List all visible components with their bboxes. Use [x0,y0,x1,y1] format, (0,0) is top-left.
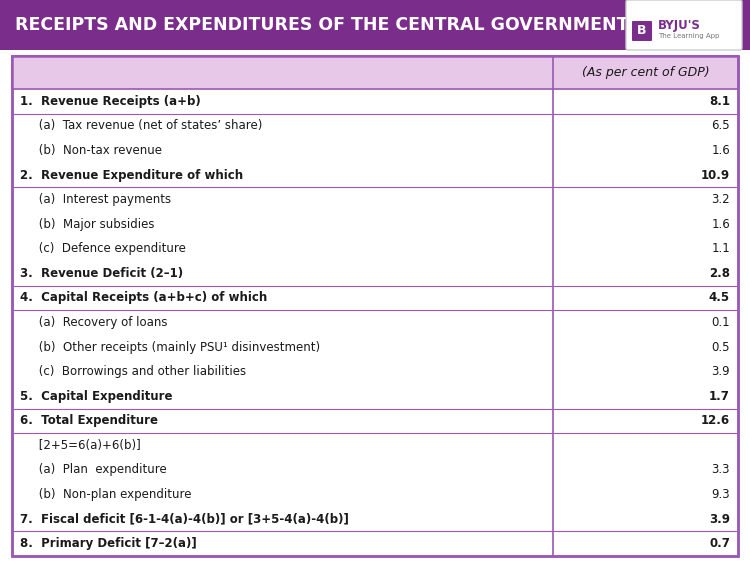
Text: (a)  Interest payments: (a) Interest payments [20,193,171,206]
Text: 1.7: 1.7 [710,390,730,403]
Text: 5.  Capital Expenditure: 5. Capital Expenditure [20,390,172,403]
Text: BYJU'S: BYJU'S [658,19,700,32]
Text: (a)  Recovery of loans: (a) Recovery of loans [20,316,167,329]
Text: 1.  Revenue Receipts (a+b): 1. Revenue Receipts (a+b) [20,95,201,108]
Text: 8.1: 8.1 [709,95,730,108]
Text: 0.5: 0.5 [712,341,730,354]
Text: The Learning App: The Learning App [658,33,719,39]
FancyBboxPatch shape [626,0,742,50]
Text: 4.  Capital Receipts (a+b+c) of which: 4. Capital Receipts (a+b+c) of which [20,292,267,305]
Text: 1.6: 1.6 [711,144,730,157]
Text: 1.6: 1.6 [711,218,730,231]
Text: 6.  Total Expenditure: 6. Total Expenditure [20,415,158,428]
Text: (b)  Non-tax revenue: (b) Non-tax revenue [20,144,162,157]
Bar [12,56,738,556]
Text: RECEIPTS AND EXPENDITURES OF THE CENTRAL GOVERNMENT: RECEIPTS AND EXPENDITURES OF THE CENTRAL… [15,16,628,34]
Text: [2+5=6(a)+6(b)]: [2+5=6(a)+6(b)] [20,439,141,452]
Text: 10.9: 10.9 [700,169,730,182]
Text: (b)  Other receipts (mainly PSU¹ disinvestment): (b) Other receipts (mainly PSU¹ disinves… [20,341,320,354]
Text: 9.3: 9.3 [711,488,730,501]
Text: (c)  Defence expenditure: (c) Defence expenditure [20,243,186,255]
Text: (a)  Tax revenue (net of states’ share): (a) Tax revenue (net of states’ share) [20,120,262,133]
Text: (c)  Borrowings and other liabilities: (c) Borrowings and other liabilities [20,365,246,378]
FancyBboxPatch shape [632,21,652,41]
Bar [12,56,738,89]
Text: 2.8: 2.8 [709,267,730,280]
Bar [0,0,750,50]
Text: (b)  Non-plan expenditure: (b) Non-plan expenditure [20,488,191,501]
Text: 7.  Fiscal deficit [6-1-4(a)-4(b)] or [3+5-4(a)-4(b)]: 7. Fiscal deficit [6-1-4(a)-4(b)] or [3+… [20,513,349,526]
Text: 3.  Revenue Deficit (2–1): 3. Revenue Deficit (2–1) [20,267,183,280]
Text: (b)  Major subsidies: (b) Major subsidies [20,218,154,231]
Text: 12.6: 12.6 [700,415,730,428]
Text: 3.9: 3.9 [711,365,730,378]
Text: 3.3: 3.3 [712,464,730,477]
Text: 2.  Revenue Expenditure of which: 2. Revenue Expenditure of which [20,169,243,182]
Text: 0.1: 0.1 [711,316,730,329]
Text: (As per cent of GDP): (As per cent of GDP) [582,66,710,79]
Bar [12,56,738,556]
Text: 8.  Primary Deficit [7–2(a)]: 8. Primary Deficit [7–2(a)] [20,537,196,550]
Text: B: B [638,24,646,37]
Text: 0.7: 0.7 [710,537,730,550]
Text: 1.1: 1.1 [711,243,730,255]
Text: 3.2: 3.2 [711,193,730,206]
Text: (a)  Plan  expenditure: (a) Plan expenditure [20,464,166,477]
Text: 3.9: 3.9 [709,513,730,526]
Text: 4.5: 4.5 [709,292,730,305]
Text: 6.5: 6.5 [711,120,730,133]
